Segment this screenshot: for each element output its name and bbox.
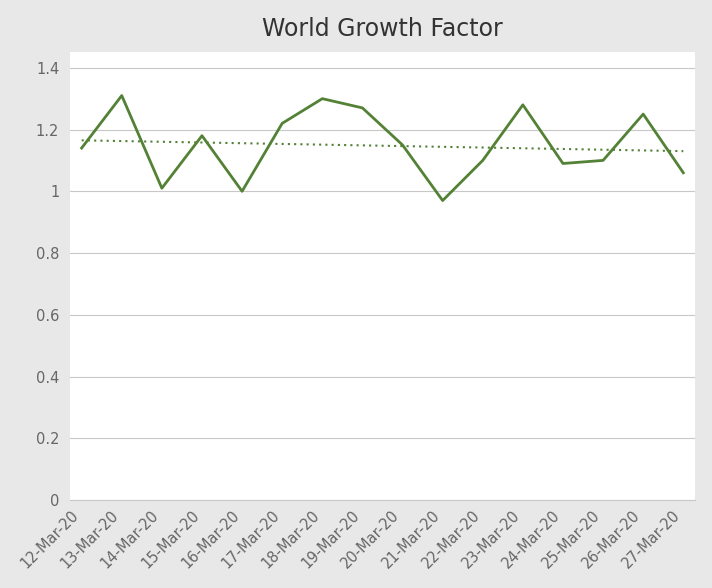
- Title: World Growth Factor: World Growth Factor: [262, 16, 503, 41]
